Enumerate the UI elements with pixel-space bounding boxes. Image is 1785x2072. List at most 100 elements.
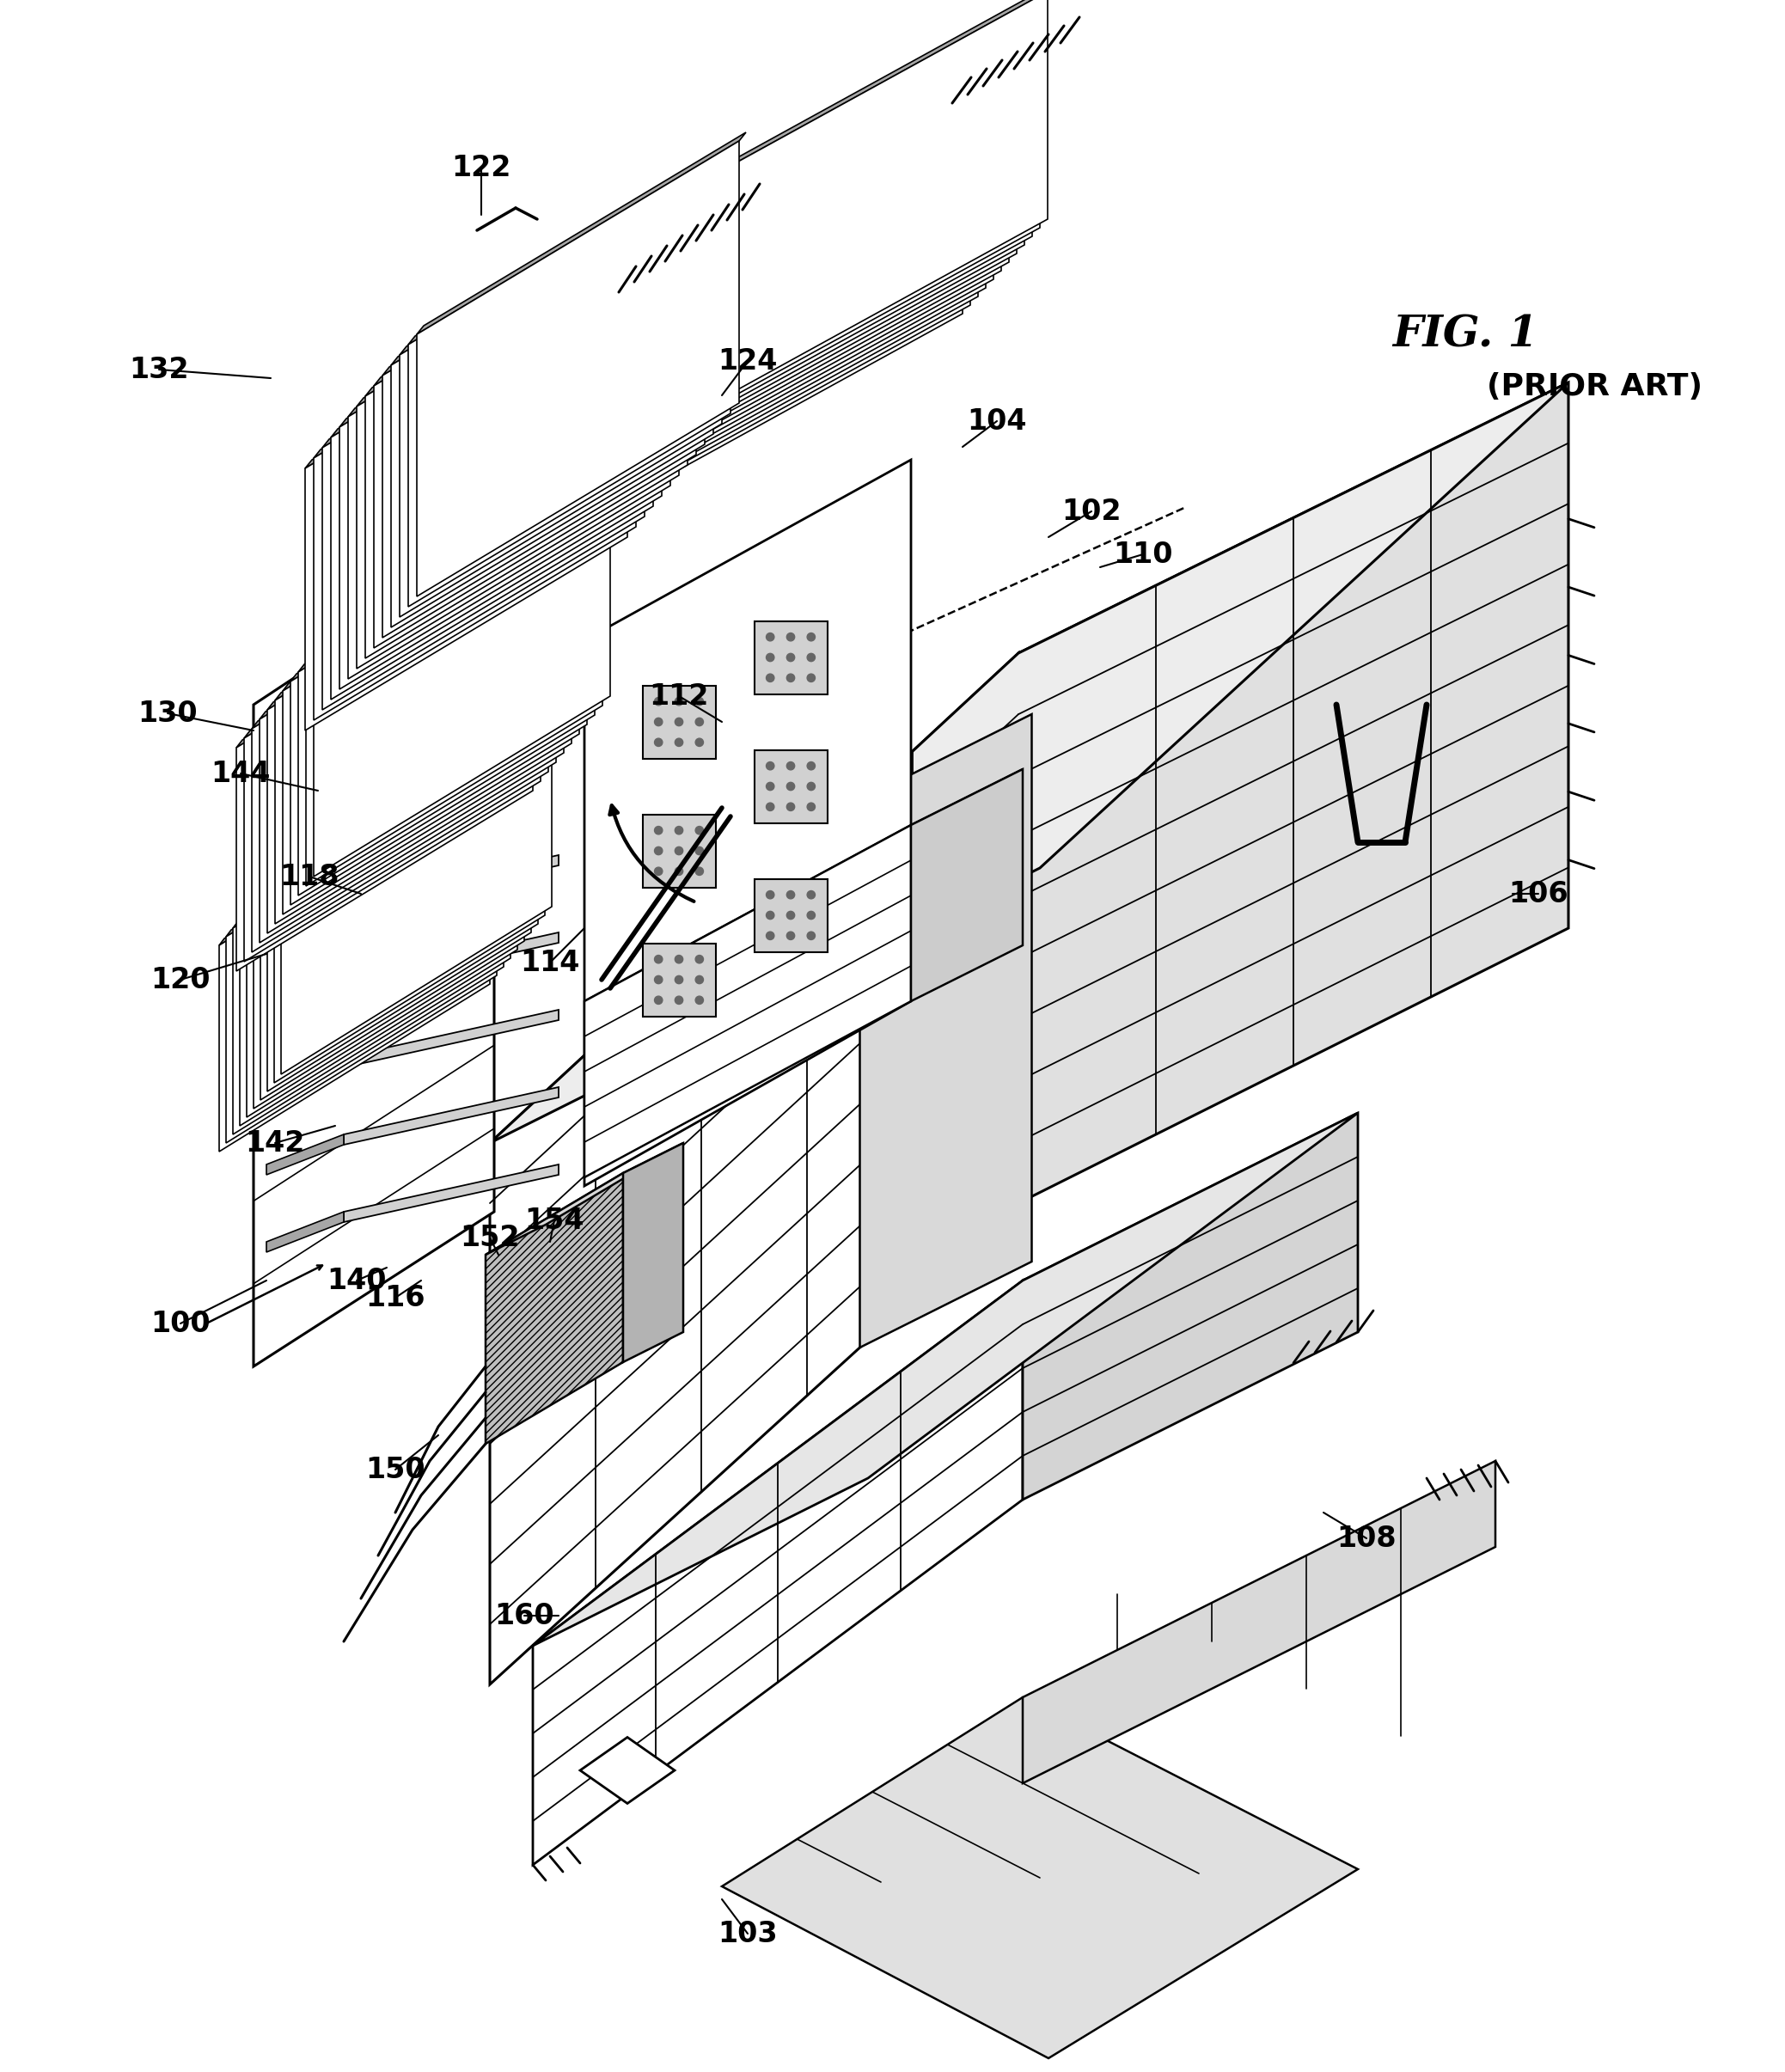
Circle shape	[766, 802, 775, 810]
Circle shape	[766, 632, 775, 640]
Polygon shape	[650, 44, 1000, 240]
Circle shape	[675, 827, 684, 835]
Polygon shape	[323, 247, 652, 448]
Polygon shape	[253, 727, 530, 903]
Polygon shape	[580, 1736, 675, 1803]
Circle shape	[675, 976, 684, 984]
Circle shape	[766, 653, 775, 661]
Polygon shape	[236, 568, 534, 972]
Polygon shape	[753, 622, 826, 694]
Polygon shape	[282, 510, 580, 914]
Text: 150: 150	[366, 1455, 425, 1484]
Polygon shape	[291, 493, 593, 682]
Polygon shape	[623, 1144, 684, 1361]
Text: 103: 103	[718, 1919, 778, 1948]
Polygon shape	[753, 879, 826, 951]
Polygon shape	[721, 1697, 1358, 2057]
Circle shape	[696, 717, 703, 725]
Polygon shape	[275, 709, 544, 1084]
Polygon shape	[280, 694, 557, 868]
Polygon shape	[650, 52, 994, 468]
Polygon shape	[400, 162, 721, 617]
Polygon shape	[666, 27, 1016, 224]
Polygon shape	[339, 234, 662, 690]
Polygon shape	[643, 814, 716, 887]
Polygon shape	[382, 182, 705, 638]
Polygon shape	[418, 141, 739, 597]
Polygon shape	[266, 1212, 345, 1251]
Polygon shape	[266, 1133, 345, 1175]
Polygon shape	[345, 932, 559, 990]
Polygon shape	[246, 736, 523, 912]
Text: 118: 118	[280, 862, 339, 891]
Polygon shape	[275, 512, 578, 700]
Polygon shape	[391, 164, 719, 365]
Polygon shape	[357, 205, 685, 406]
Polygon shape	[246, 744, 518, 1117]
Polygon shape	[696, 0, 1046, 189]
Polygon shape	[314, 472, 610, 876]
Polygon shape	[348, 215, 677, 416]
Circle shape	[807, 891, 816, 899]
Polygon shape	[275, 702, 550, 876]
Circle shape	[787, 673, 794, 682]
Circle shape	[766, 912, 775, 920]
Circle shape	[696, 997, 703, 1005]
Polygon shape	[409, 143, 737, 344]
Circle shape	[807, 653, 816, 661]
Circle shape	[696, 955, 703, 963]
Text: 144: 144	[211, 758, 271, 787]
Polygon shape	[673, 19, 1023, 215]
Polygon shape	[627, 77, 971, 493]
Circle shape	[807, 673, 816, 682]
Circle shape	[655, 717, 662, 725]
Polygon shape	[259, 530, 562, 719]
Polygon shape	[657, 35, 1007, 232]
Text: 106: 106	[1508, 881, 1569, 908]
Polygon shape	[268, 528, 564, 932]
Polygon shape	[314, 257, 643, 458]
Polygon shape	[634, 60, 984, 257]
Polygon shape	[261, 719, 535, 893]
Polygon shape	[339, 226, 669, 427]
Polygon shape	[696, 0, 1041, 416]
Polygon shape	[689, 8, 1032, 425]
Polygon shape	[418, 133, 746, 334]
Circle shape	[807, 762, 816, 771]
Polygon shape	[291, 501, 587, 905]
Polygon shape	[266, 1057, 345, 1098]
Circle shape	[675, 738, 684, 746]
Circle shape	[675, 868, 684, 874]
Polygon shape	[486, 1173, 623, 1444]
Polygon shape	[1019, 383, 1569, 1204]
Polygon shape	[266, 903, 345, 943]
Polygon shape	[627, 70, 976, 267]
Polygon shape	[236, 559, 539, 748]
Circle shape	[655, 847, 662, 856]
Circle shape	[675, 698, 684, 704]
Polygon shape	[345, 1088, 559, 1144]
Circle shape	[696, 698, 703, 704]
Polygon shape	[860, 715, 1032, 1347]
Polygon shape	[1023, 1461, 1496, 1784]
Polygon shape	[584, 460, 910, 1185]
Circle shape	[807, 912, 816, 920]
Text: 100: 100	[150, 1310, 211, 1339]
Text: 152: 152	[461, 1222, 519, 1251]
Circle shape	[787, 653, 794, 661]
Circle shape	[655, 976, 662, 984]
Polygon shape	[345, 856, 559, 912]
Polygon shape	[268, 711, 543, 885]
Polygon shape	[268, 522, 569, 711]
Polygon shape	[253, 736, 525, 1109]
Polygon shape	[584, 825, 910, 1177]
Polygon shape	[252, 541, 555, 729]
Polygon shape	[680, 10, 1030, 207]
Polygon shape	[253, 545, 494, 1365]
Polygon shape	[298, 491, 594, 895]
Circle shape	[655, 698, 662, 704]
Circle shape	[655, 738, 662, 746]
Polygon shape	[534, 1113, 1358, 1645]
Polygon shape	[280, 700, 552, 1073]
Text: 110: 110	[1114, 541, 1173, 568]
